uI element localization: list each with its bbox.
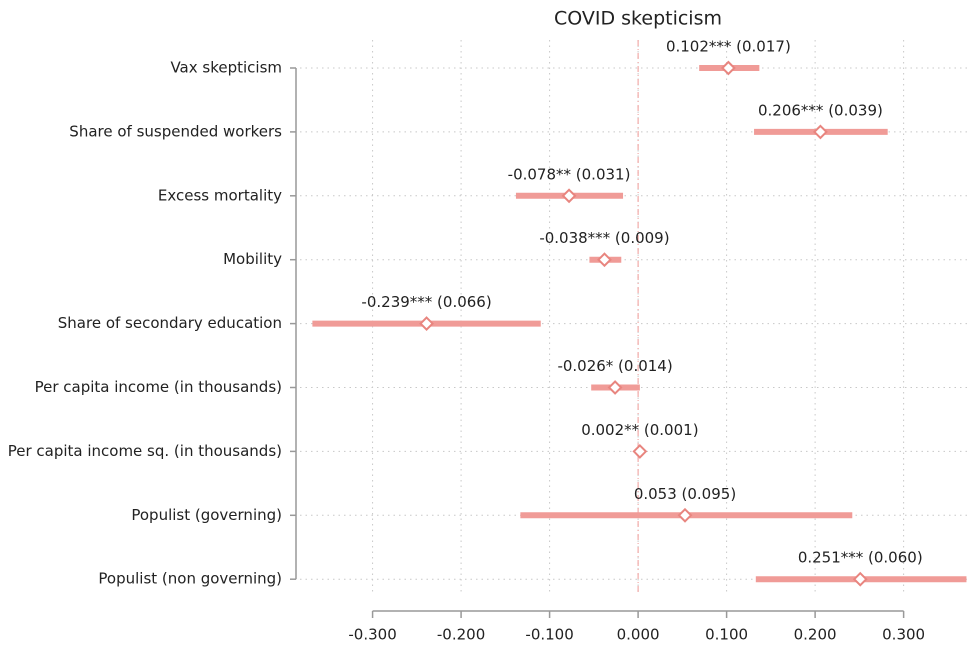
coefficient-marker: [852, 571, 868, 587]
coefficient-marker: [813, 124, 828, 140]
y-tick-label: Mobility: [223, 250, 282, 268]
coefficient-marker: [677, 507, 693, 523]
value-label: 0.251*** (0.060): [798, 549, 923, 567]
y-tick-label: Vax skepticism: [170, 59, 282, 77]
x-tick-label: -0.200: [437, 626, 485, 644]
value-label: 0.206*** (0.039): [758, 101, 883, 119]
coefficient-marker: [720, 60, 736, 76]
value-label: -0.239*** (0.066): [361, 293, 491, 311]
y-tick-label: Share of secondary education: [58, 314, 282, 332]
y-tick-label: Per capita income (in thousands): [35, 378, 282, 396]
x-tick-label: -0.100: [525, 626, 573, 644]
value-label: -0.038*** (0.009): [539, 229, 669, 247]
x-tick-label: 0.000: [617, 626, 660, 644]
y-tick-label: Share of suspended workers: [69, 122, 282, 140]
y-tick-label: Excess mortality: [158, 186, 282, 204]
value-label: 0.002** (0.001): [581, 421, 698, 439]
value-label: -0.026* (0.014): [557, 357, 672, 375]
x-tick-label: -0.300: [348, 626, 396, 644]
x-tick-label: 0.300: [882, 626, 925, 644]
y-tick-label: Populist (governing): [131, 506, 282, 524]
value-label: -0.078** (0.031): [508, 165, 631, 183]
y-tick-label: Populist (non governing): [98, 570, 282, 588]
y-tick-label: Per capita income sq. (in thousands): [8, 442, 282, 460]
coefficient-marker: [419, 316, 434, 332]
coefficient-marker: [561, 188, 577, 204]
value-label: 0.102*** (0.017): [666, 38, 791, 56]
chart-title: COVID skepticism: [554, 8, 722, 30]
value-label: 0.053 (0.095): [634, 485, 736, 503]
coefficient-marker: [597, 252, 612, 268]
x-tick-label: 0.200: [794, 626, 837, 644]
x-tick-label: 0.100: [705, 626, 748, 644]
coefficient-marker: [607, 380, 623, 395]
coefficient-marker: [632, 443, 648, 459]
